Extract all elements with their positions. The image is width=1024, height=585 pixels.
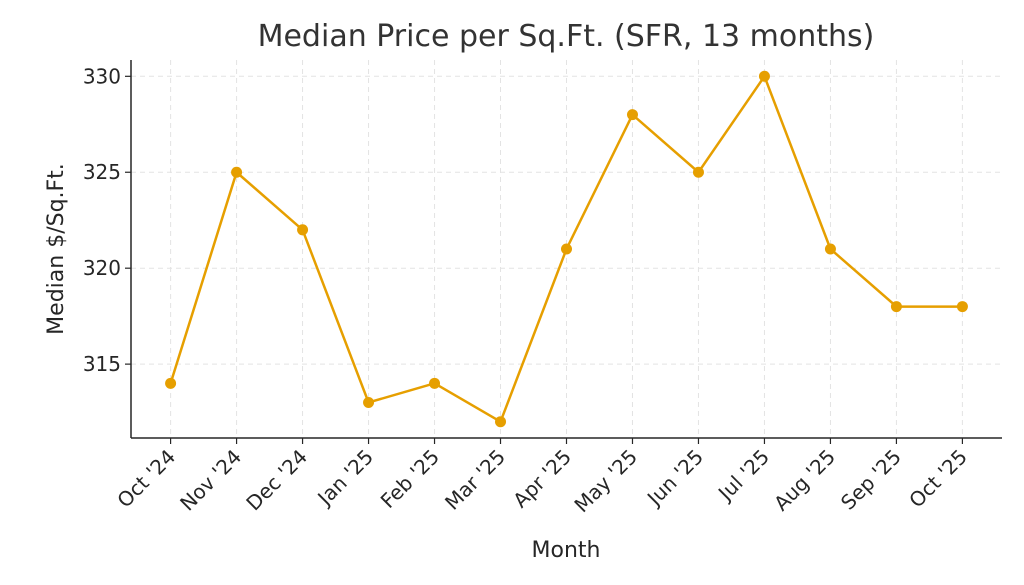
x-tick-label: Nov '24 bbox=[175, 445, 246, 516]
data-point bbox=[429, 377, 441, 389]
data-point bbox=[165, 377, 177, 389]
x-tick-label: Dec '24 bbox=[241, 445, 312, 516]
y-tick-label: 315 bbox=[83, 352, 121, 376]
x-tick-label: Jun '25 bbox=[641, 445, 708, 512]
data-point bbox=[824, 243, 836, 255]
x-tick-label: Sep '25 bbox=[836, 445, 906, 515]
data-point bbox=[363, 397, 375, 409]
x-tick-label: May '25 bbox=[569, 445, 642, 518]
x-tick-label: Jan '25 bbox=[312, 445, 379, 512]
x-tick-label: Oct '25 bbox=[904, 445, 972, 513]
data-point bbox=[692, 166, 704, 178]
x-tick-label: Aug '25 bbox=[769, 445, 840, 516]
data-point bbox=[231, 166, 243, 178]
x-tick-label: Feb '25 bbox=[376, 445, 444, 513]
data-point bbox=[495, 416, 507, 428]
x-tick-label: Oct '24 bbox=[112, 445, 180, 513]
y-tick-label: 320 bbox=[83, 256, 121, 280]
x-tick-label: Apr '25 bbox=[508, 445, 576, 513]
data-point bbox=[561, 243, 572, 255]
y-tick-label: 325 bbox=[83, 160, 121, 184]
y-axis-label: Median $/Sq.Ft. bbox=[44, 163, 69, 335]
chart-title: Median Price per Sq.Ft. (SFR, 13 months) bbox=[258, 19, 875, 54]
data-point bbox=[890, 301, 902, 313]
data-point bbox=[297, 224, 309, 236]
x-tick-label: Jul '25 bbox=[712, 445, 774, 507]
data-point bbox=[758, 70, 770, 82]
data-point bbox=[626, 109, 638, 121]
x-axis-label: Month bbox=[532, 538, 601, 563]
x-tick-label: Mar '25 bbox=[440, 445, 510, 515]
data-point bbox=[956, 301, 968, 313]
y-tick-label: 330 bbox=[83, 64, 121, 88]
